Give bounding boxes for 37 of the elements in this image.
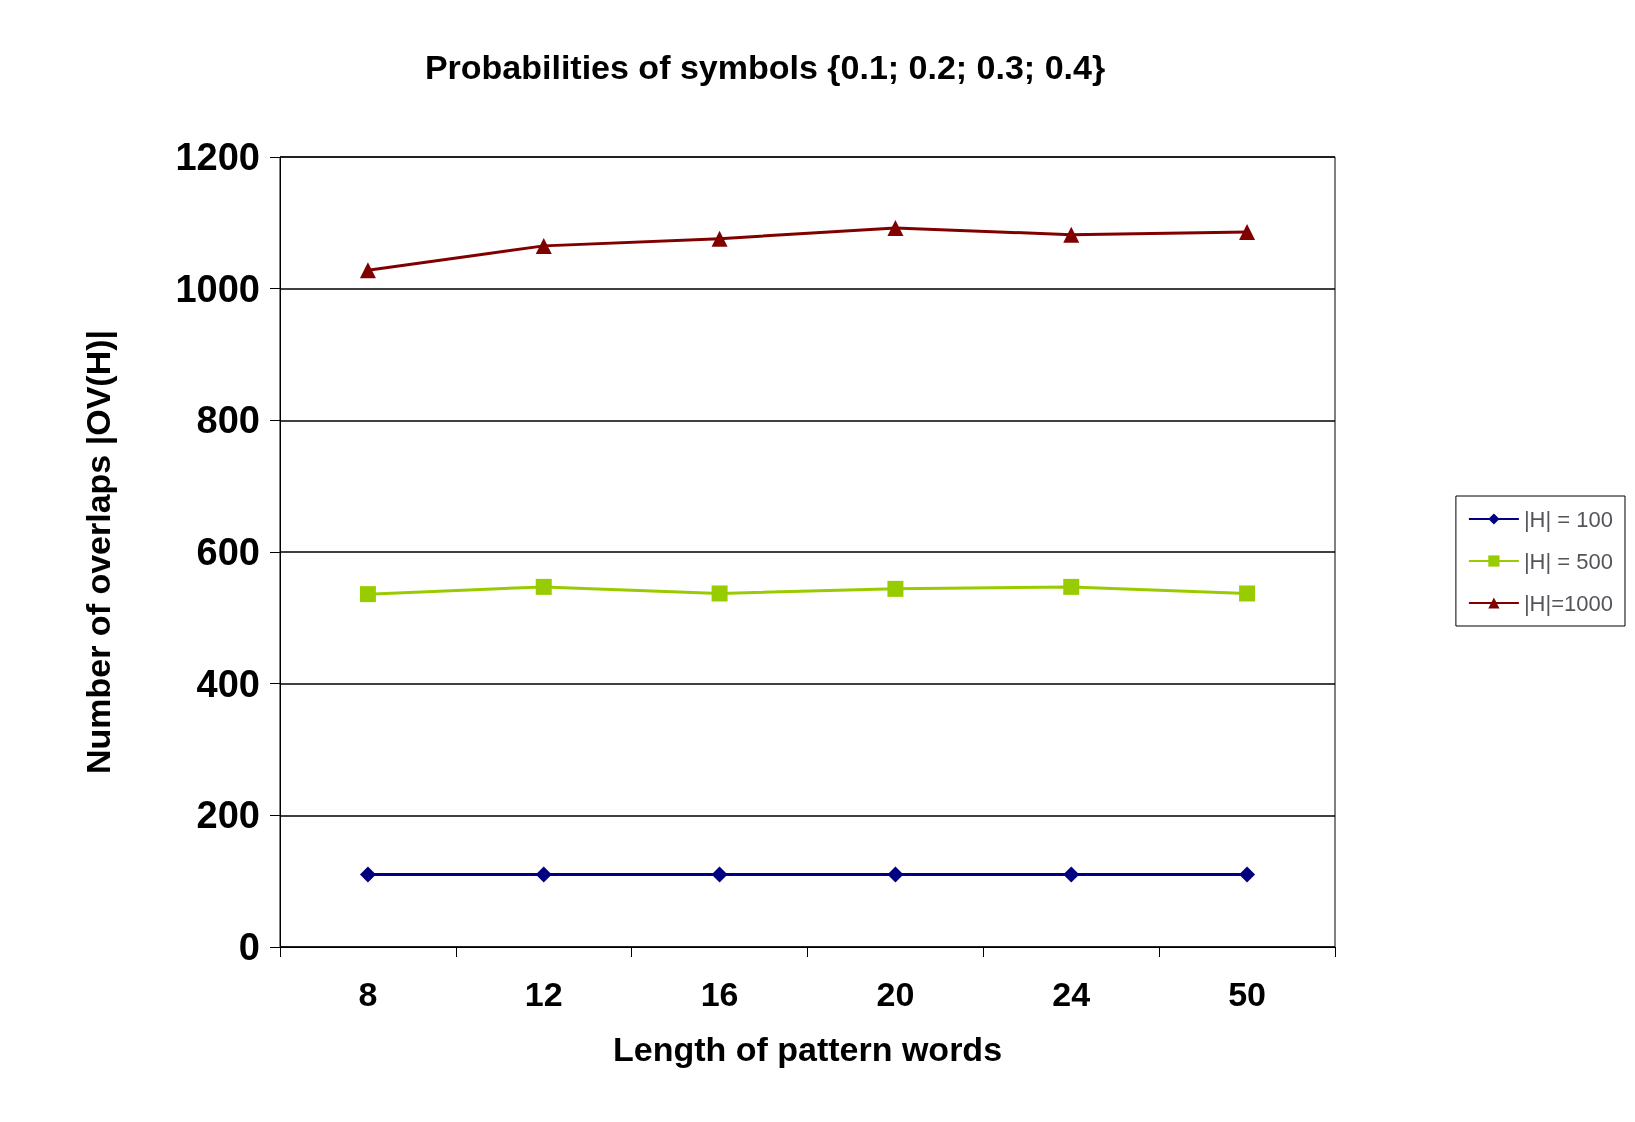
point (887, 580, 904, 597)
point (1063, 578, 1080, 595)
y-tick-label: 800 (196, 399, 260, 442)
point (711, 230, 728, 247)
point (535, 237, 552, 254)
point (535, 866, 552, 883)
legend-label: |H| = 100 (1523, 506, 1613, 532)
point (711, 585, 728, 602)
point (1063, 866, 1080, 883)
x-tick-label: 20 (876, 975, 915, 1013)
x-axis-title: Length of pattern words (612, 1030, 1003, 1068)
y-tick-label: 600 (196, 531, 260, 573)
x-tick-label: 16 (700, 975, 739, 1013)
x-tick-label: 8 (358, 975, 378, 1013)
x-tick-label: 24 (1052, 975, 1091, 1013)
x-tick-label: 50 (1228, 975, 1266, 1013)
point (1239, 866, 1256, 883)
point (535, 578, 552, 595)
point (359, 586, 376, 603)
y-tick-label: 1200 (175, 136, 260, 178)
legend-label: |H|=1000 (1523, 590, 1613, 616)
point (1063, 226, 1080, 243)
point (887, 866, 904, 883)
y-tick-label: 0 (238, 926, 260, 968)
point (359, 262, 376, 279)
point (1239, 224, 1256, 241)
y-axis-title: Number of overlaps |OV(H)| (79, 329, 117, 775)
point (887, 220, 904, 237)
x-tick-label: 12 (524, 975, 563, 1013)
point (1239, 585, 1256, 602)
legend-label: |H| = 500 (1523, 548, 1613, 574)
point (359, 866, 376, 883)
y-tick-label: 400 (196, 662, 260, 705)
y-tick-label: 1000 (175, 267, 260, 310)
y-tick-label: 200 (196, 794, 260, 837)
point (711, 866, 728, 883)
chart-title: Probabilities of symbols {0.1; 0.2; 0.3; 0.4} (424, 48, 1106, 86)
